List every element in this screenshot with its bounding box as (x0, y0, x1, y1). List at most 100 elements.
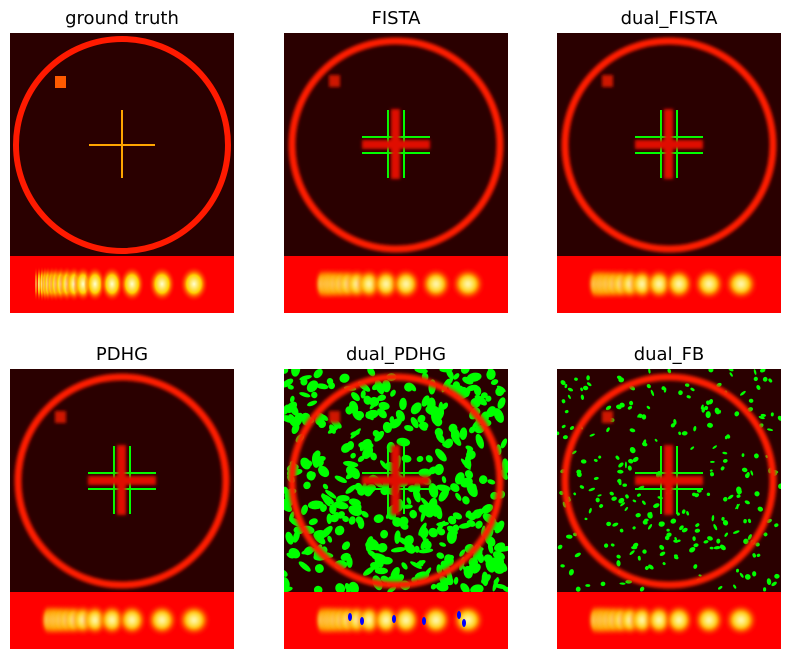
artifact-blob (734, 411, 740, 417)
artifact-blob (704, 405, 709, 411)
artifact-blob (464, 470, 474, 479)
strip-peak (645, 268, 673, 300)
artifact-blob (584, 517, 588, 521)
artifact-blob (589, 433, 595, 437)
strip-peak (117, 604, 147, 636)
artifact-blob (619, 528, 624, 533)
artifact-blob (610, 543, 615, 547)
artifact-blob (474, 395, 487, 406)
strip-peak (179, 266, 209, 302)
artifact-blob (774, 573, 780, 579)
small-square (329, 75, 340, 87)
artifact-blob (593, 458, 598, 462)
artifact-blob (377, 394, 387, 402)
artifact-blob (370, 452, 377, 461)
artifact-blob (414, 545, 420, 553)
artifact-blob (763, 532, 768, 537)
cross (89, 110, 155, 178)
artifact-blob (497, 397, 506, 409)
artifact-blob (632, 456, 639, 463)
artifact-blob (428, 527, 438, 538)
strip-peak (664, 268, 694, 300)
artifact-blob (579, 485, 585, 489)
artifact-blob (566, 534, 573, 539)
artifact-blob (678, 390, 683, 396)
artifact-blob (436, 552, 445, 559)
artifact-blob (606, 427, 610, 433)
ring (288, 373, 504, 589)
artifact-blob (374, 567, 389, 575)
artifact-blob (414, 369, 428, 374)
artifact-blob (753, 376, 758, 382)
artifact-blob (354, 502, 362, 511)
strip-peak (372, 604, 400, 636)
artifact-blob (307, 400, 318, 407)
artifact-blob (744, 473, 750, 479)
artifact-blob (417, 414, 426, 423)
artifact-blob (284, 378, 294, 388)
artifact-blob (430, 583, 437, 590)
artifact-blob (659, 544, 665, 550)
artifact-blob (616, 560, 621, 567)
artifact-blob (466, 519, 476, 527)
artifact-blob (299, 392, 311, 398)
artifact-blob (709, 546, 714, 550)
artifact-blob (673, 539, 679, 543)
artifact-blob (586, 375, 590, 381)
artifact-blob (569, 425, 575, 431)
artifact-blob (403, 504, 413, 509)
artifact-blob (629, 446, 636, 454)
artifact-blob (473, 385, 482, 396)
artifact-blob (562, 435, 568, 440)
artifact-blob (686, 395, 691, 399)
artifact-blob (462, 496, 470, 505)
artifact-blob (357, 518, 365, 529)
strip-peak (724, 268, 758, 300)
artifact-blob (722, 458, 728, 463)
artifact-blob (361, 510, 369, 518)
artifact-blob (475, 520, 483, 529)
artifact-blob (739, 572, 744, 578)
artifact-blob (313, 532, 326, 545)
artifact-blob (722, 520, 729, 526)
artifact-blob (337, 511, 345, 519)
artifact-blob (289, 403, 299, 416)
artifact-blob (719, 544, 726, 551)
strip-peak (148, 266, 176, 302)
artifact-blob (615, 455, 620, 460)
strip-peak (100, 266, 124, 302)
artifact-blob (639, 586, 645, 592)
artifact-blob (618, 480, 622, 486)
artifact-blob (365, 409, 379, 420)
artifact-blob (359, 439, 367, 452)
artifact-blob (709, 469, 713, 472)
artifact-blob (400, 522, 409, 530)
artifact-blob (289, 511, 295, 522)
artifact-blob (708, 369, 714, 373)
artifact-blob (573, 492, 577, 496)
artifact-blob (712, 445, 717, 449)
artifact-blob (360, 390, 366, 399)
artifact-blob (311, 452, 321, 468)
artifact-blob (693, 564, 698, 569)
artifact-blob (455, 492, 462, 501)
artifact-blob (486, 406, 497, 417)
strip-peak (372, 268, 400, 300)
artifact-blob (641, 414, 647, 420)
artifact-blob (381, 379, 391, 393)
artifact-blob (755, 542, 760, 547)
artifact-blob (485, 395, 492, 402)
artifact-blob (328, 382, 336, 390)
artifact-blob (462, 565, 473, 577)
artifact-blob (771, 581, 777, 587)
artifact-blob (695, 523, 700, 527)
artifact-blob (374, 430, 385, 442)
artifact-blob (666, 528, 670, 532)
artifact-blob (575, 586, 581, 592)
artifact-blob (743, 519, 747, 524)
small-square (602, 75, 613, 87)
artifact-blob (709, 472, 715, 477)
artifact-blob (284, 502, 293, 512)
artifact-blob (642, 549, 647, 554)
artifact-blob (410, 417, 419, 429)
